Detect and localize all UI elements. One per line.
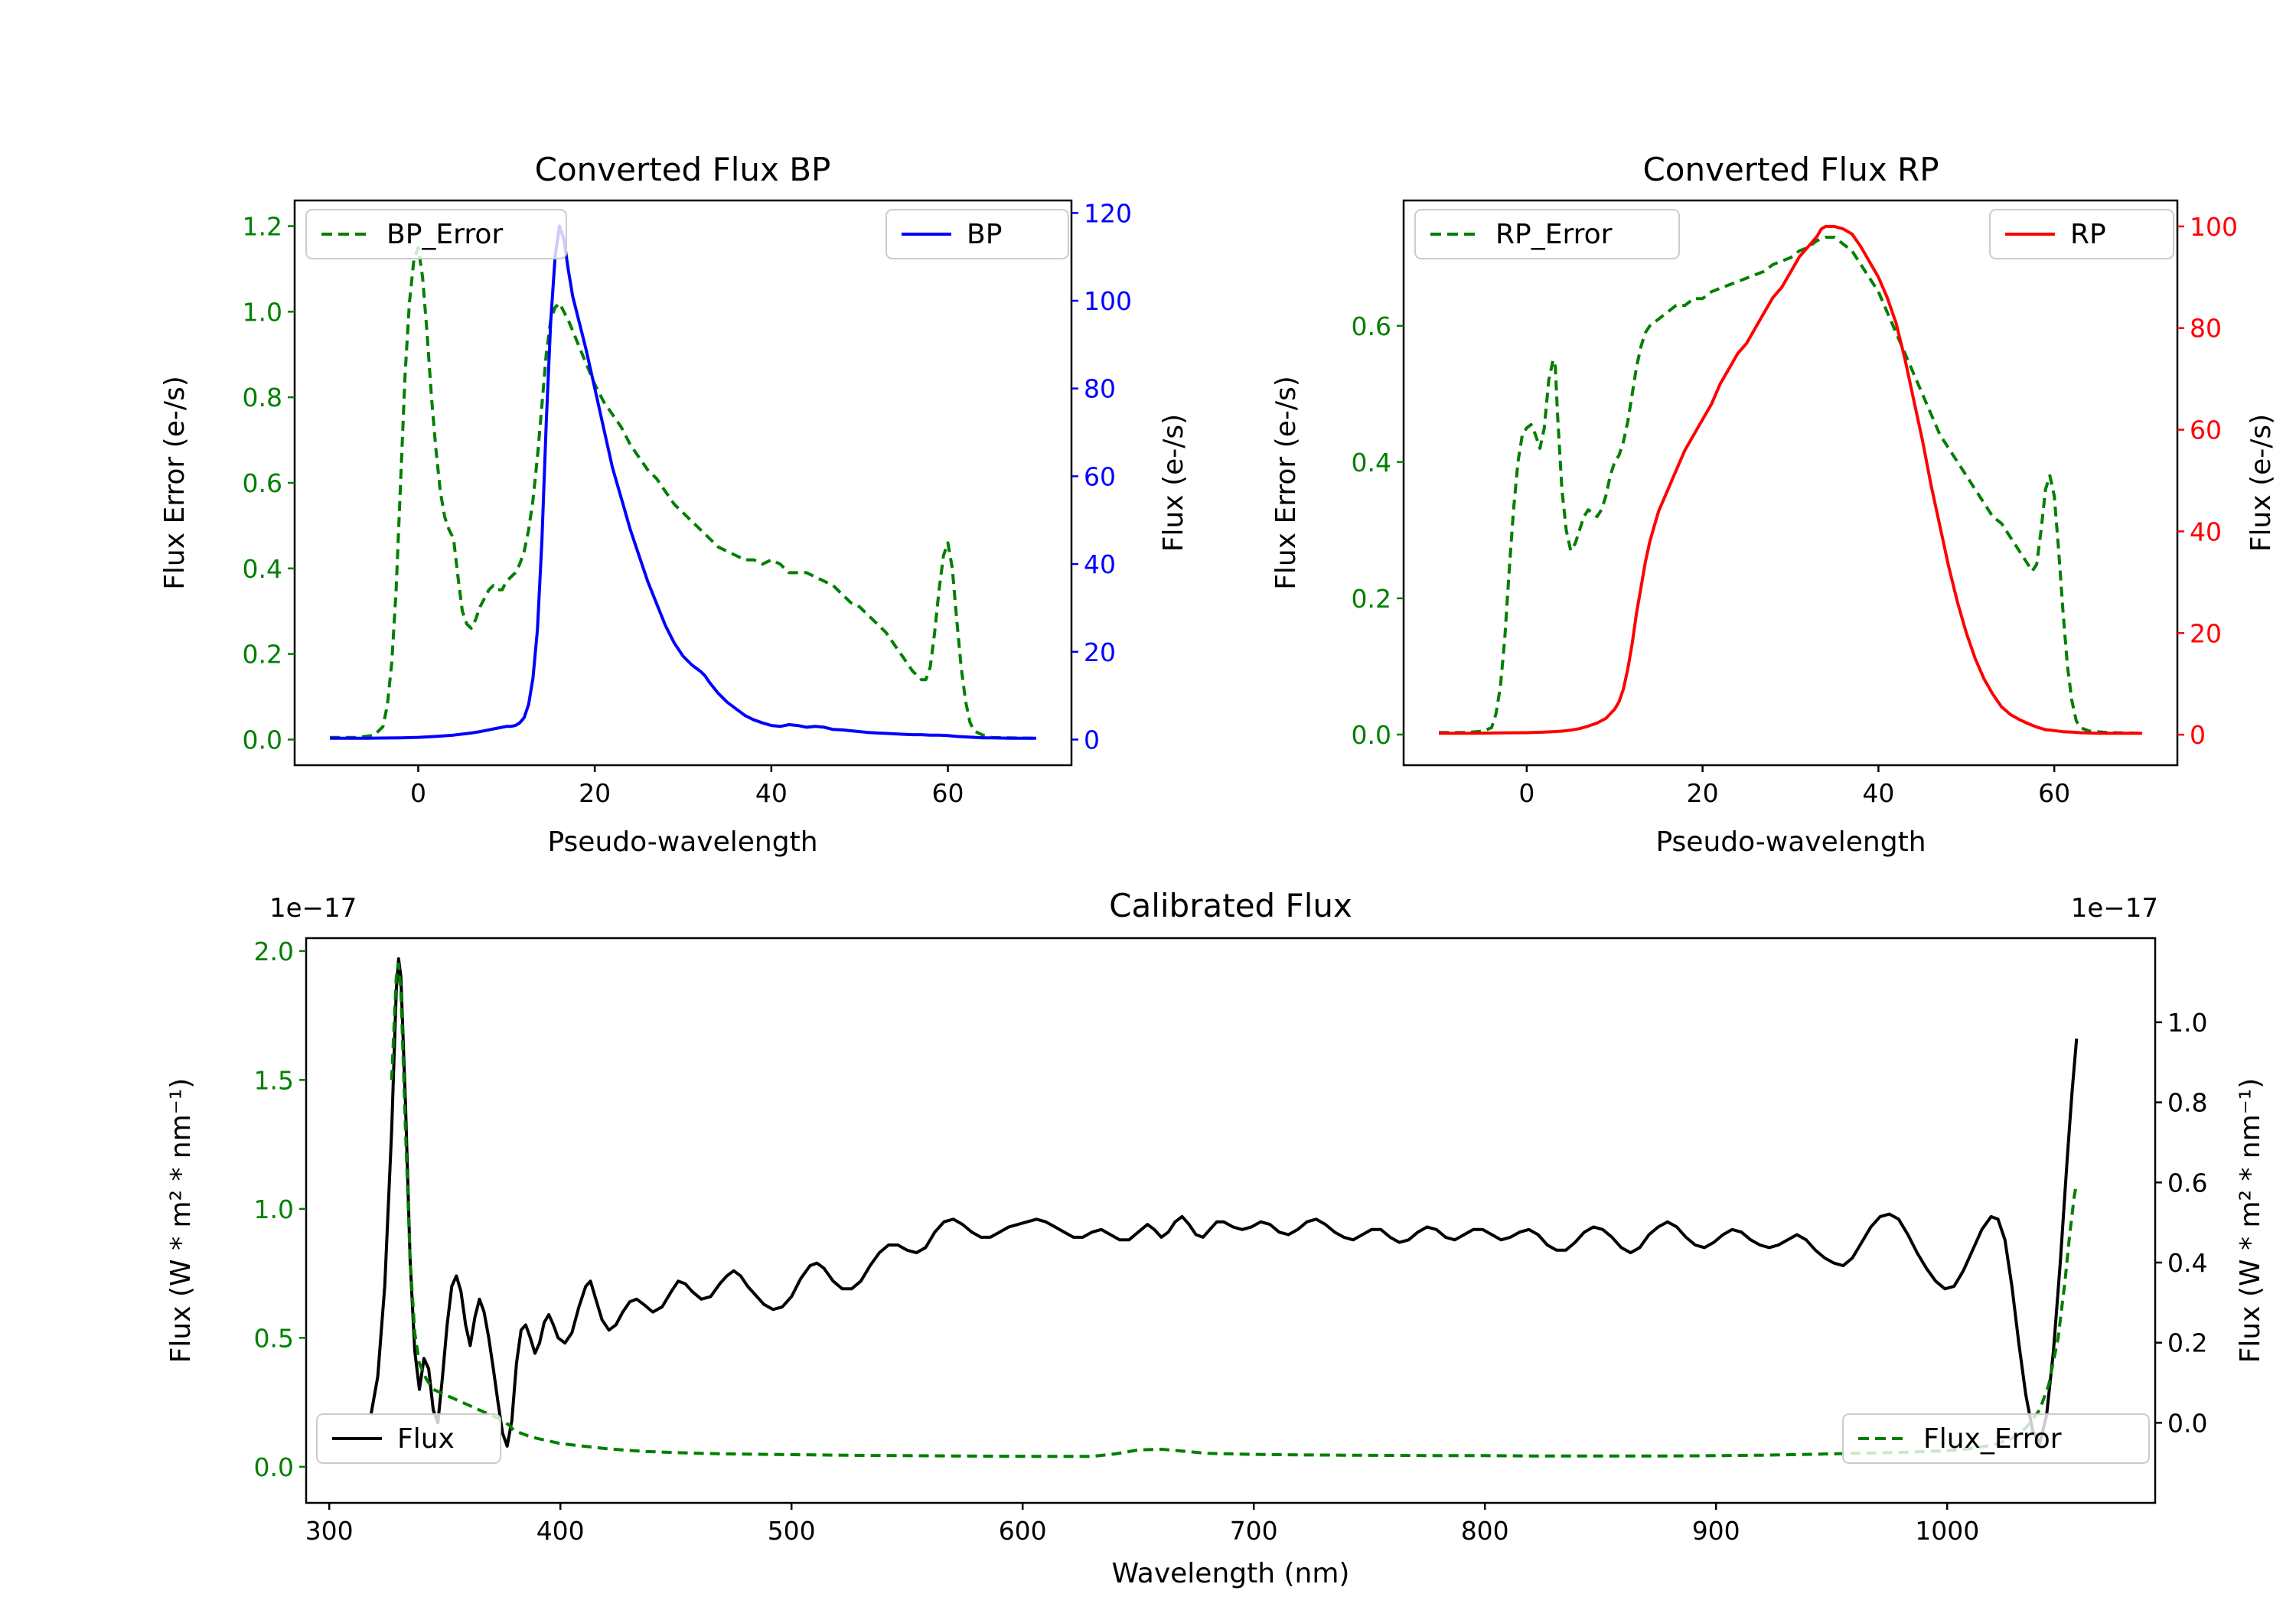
tick-label: 20: [1687, 778, 1719, 808]
tick-label: 80: [1084, 374, 1116, 404]
tick-label: 0: [1084, 725, 1100, 754]
legend-frame: [885, 209, 1069, 259]
calibrated-left-ylabel: Flux (W * m² * nm⁻¹): [165, 1078, 197, 1364]
tick-label: 800: [1461, 1516, 1509, 1546]
tick-label: 0.4: [2167, 1248, 2207, 1278]
tick-label: 0.6: [243, 468, 282, 498]
legend-bp: BP: [885, 209, 1069, 259]
tick-label: 20: [579, 778, 611, 808]
tick-label: 20: [2190, 618, 2222, 648]
tick-label: 2.0: [254, 937, 294, 966]
legend-flux-error: Flux_Error: [1842, 1413, 2150, 1464]
tick-label: 100: [1084, 286, 1132, 316]
left-axis-offset-text: 1e−17: [269, 893, 357, 924]
tick-label: 20: [1084, 637, 1116, 667]
series-rp_error: [1439, 236, 2143, 735]
tick-label: 0.5: [254, 1323, 294, 1353]
calibrated-chart-title: Calibrated Flux: [1109, 887, 1352, 924]
series-layer: [330, 224, 1036, 740]
legend-rp-error: RP_Error: [1414, 209, 1680, 259]
tick-label: 40: [1084, 549, 1116, 579]
bp-right-ylabel: Flux (e-/s): [1158, 414, 1189, 552]
bp-chart-title: Converted Flux BP: [535, 151, 831, 188]
right-axis-offset-text: 1e−17: [2071, 893, 2158, 924]
tick-label: 0.6: [1352, 311, 1391, 341]
tick-label: 600: [999, 1516, 1047, 1546]
tick-label: 0.2: [243, 640, 282, 670]
tick-label: 0.4: [1352, 448, 1391, 477]
tick-label: 300: [305, 1516, 354, 1546]
legend-frame: [1989, 209, 2174, 259]
render-layer: 0 20 40 60 0.0 0.2 0.4 0.6 0.8 1.0 1.2 0 20 40 60 80 100…: [243, 198, 2238, 1546]
tick-label: 0.0: [2167, 1408, 2207, 1438]
legend-frame: [305, 209, 567, 259]
tick-label: 0.0: [1352, 720, 1391, 750]
tick-label: 60: [1084, 461, 1116, 491]
legend-label-rp: RP: [2070, 219, 2106, 250]
bp-xlabel: Pseudo-wavelength: [547, 826, 817, 858]
legend-frame: [1414, 209, 1680, 259]
legend-flux: Flux: [316, 1413, 501, 1464]
tick-label: 80: [2190, 314, 2222, 344]
legend-frame: [1842, 1413, 2150, 1464]
plot-spines: [1402, 199, 2179, 767]
tick-label: 0.6: [2167, 1168, 2207, 1198]
series-flux_error: [390, 962, 2079, 1458]
tick-label: 0.4: [243, 554, 282, 584]
tick-label: 0: [410, 778, 426, 808]
tick-label: 60: [2038, 778, 2070, 808]
tick-label: 1.0: [243, 297, 282, 327]
legend-bp-error: BP_Error: [305, 209, 567, 259]
series-flux: [369, 957, 2079, 1448]
calibrated-xlabel: Wavelength (nm): [1112, 1558, 1350, 1589]
tick-label: 0.8: [243, 383, 282, 412]
bp-left-ylabel: Flux Error (e-/s): [159, 376, 191, 590]
series-layer: [369, 957, 2079, 1458]
plot-spines: [305, 937, 2157, 1504]
series-layer: [1439, 224, 2143, 735]
tick-label: 0.0: [254, 1452, 294, 1482]
series-bp_error: [330, 246, 1036, 740]
tick-label: 1.0: [2167, 1008, 2207, 1038]
tick-label: 0.0: [243, 725, 282, 754]
legend-label-bp-error: BP_Error: [386, 219, 503, 250]
tick-label: 40: [755, 778, 788, 808]
legend-rp: RP: [1989, 209, 2174, 259]
rp-right-ylabel: Flux (e-/s): [2245, 414, 2277, 552]
legend-label-flux: Flux: [397, 1423, 455, 1455]
tick-label: 1000: [1915, 1516, 1979, 1546]
tick-label: 0.2: [2167, 1328, 2207, 1358]
tick-label: 1.2: [243, 212, 282, 242]
series-rp: [1439, 224, 2142, 735]
tick-label: 1.5: [254, 1065, 294, 1095]
legend-label-rp-error: RP_Error: [1495, 219, 1613, 250]
tick-label: 100: [2190, 212, 2238, 242]
tick-label: 400: [536, 1516, 585, 1546]
tick-label: 40: [1862, 778, 1894, 808]
tick-label: 0.2: [1352, 584, 1391, 614]
tick-label: 120: [1084, 198, 1132, 228]
rp-left-ylabel: Flux Error (e-/s): [1270, 376, 1302, 590]
tick-label: 0: [2190, 720, 2206, 750]
tick-label: 700: [1230, 1516, 1278, 1546]
tick-label: 500: [768, 1516, 816, 1546]
rp-chart-title: Converted Flux RP: [1642, 151, 1939, 188]
tick-label: 60: [932, 778, 964, 808]
tick-label: 0.8: [2167, 1088, 2207, 1118]
tick-label: 0: [1518, 778, 1534, 808]
rp-xlabel: Pseudo-wavelength: [1655, 826, 1926, 858]
legend-frame: [316, 1413, 501, 1464]
legend-label-flux-error: Flux_Error: [1923, 1423, 2062, 1455]
tick-label: 40: [2190, 517, 2222, 546]
tick-label: 900: [1692, 1516, 1740, 1546]
legend-label-bp: BP: [967, 219, 1002, 250]
tick-label: 1.0: [254, 1194, 294, 1224]
tick-label: 60: [2190, 416, 2222, 445]
calibrated-right-ylabel: Flux (W * m² * nm⁻¹): [2235, 1078, 2266, 1364]
series-bp: [330, 224, 1036, 740]
